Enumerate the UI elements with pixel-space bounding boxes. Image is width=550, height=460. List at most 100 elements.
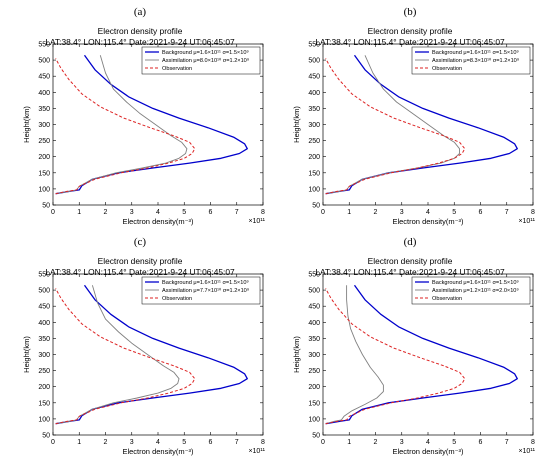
- legend-entry: Observation: [162, 66, 192, 72]
- legend-entry: Background μ=1.6×10¹¹ σ=1.5×10⁹: [162, 49, 249, 56]
- y-axis-label: Height(km): [22, 106, 31, 143]
- y-tick-label: 450: [38, 304, 50, 311]
- x-tick-label: 5: [182, 439, 186, 446]
- series-line-0: [325, 54, 518, 195]
- x-tick-label: 6: [479, 209, 483, 216]
- x-tick-label: 0: [321, 439, 325, 446]
- x-tick-label: 3: [400, 209, 404, 216]
- y-tick-label: 450: [308, 74, 320, 81]
- x-tick-label: 2: [104, 439, 108, 446]
- y-axis-label: Height(km): [292, 336, 301, 373]
- legend-entry: Assimilation μ=8.0×10¹⁰ σ=1.2×10⁹: [162, 57, 250, 64]
- y-tick-label: 50: [312, 203, 320, 210]
- y-tick-label: 100: [38, 186, 50, 193]
- x-tick-label: 5: [452, 209, 456, 216]
- y-tick-label: 500: [38, 58, 50, 65]
- chart-plot-area: 0 1 2 3 4 5 6 7 8 50 100 150 200 250 300 350 400 450 500 55…: [292, 272, 536, 457]
- x-tick-label: 5: [182, 209, 186, 216]
- legend-entry: Observation: [432, 296, 462, 302]
- y-tick-label: 400: [308, 320, 320, 327]
- y-tick-label: 250: [308, 138, 320, 145]
- y-axis-label: Height(km): [22, 336, 31, 373]
- x-tick-label: 0: [51, 439, 55, 446]
- y-tick-label: 400: [38, 320, 50, 327]
- chart-title: Electron density profile: [367, 256, 453, 266]
- x-scale-exponent: ×10¹¹: [248, 448, 265, 455]
- x-tick-label: 3: [130, 439, 134, 446]
- series-line-2: [55, 288, 196, 425]
- x-tick-label: 7: [235, 439, 239, 446]
- chart-panel-a: (a) Electron density profile LAT:38.4° L…: [5, 0, 275, 227]
- x-tick-label: 4: [426, 439, 430, 446]
- x-tick-label: 1: [77, 439, 81, 446]
- y-tick-label: 100: [38, 416, 50, 423]
- y-tick-label: 150: [38, 170, 50, 177]
- legend-entry: Background μ=1.6×10¹¹ σ=1.5×10⁹: [432, 49, 519, 56]
- chart-panel-b: (b) Electron density profile LAT:38.4° L…: [275, 0, 545, 226]
- x-axis-label: Electron density(m⁻³): [122, 217, 194, 226]
- x-tick-label: 4: [156, 439, 160, 446]
- x-tick-label: 4: [156, 209, 160, 216]
- chart-subtitle: LAT:38.4° LON:115.4° Date:2021-9-24 UT:0…: [45, 37, 235, 47]
- panel-label: (a): [133, 6, 147, 18]
- chart-title: Electron density profile: [97, 26, 183, 36]
- y-tick-label: 450: [308, 304, 320, 311]
- y-tick-label: 400: [38, 90, 50, 97]
- legend-entry: Background μ=1.6×10¹¹ σ=1.5×10⁹: [162, 279, 249, 286]
- x-tick-label: 0: [51, 209, 55, 216]
- series-line-2: [325, 58, 466, 195]
- series-line-2: [325, 288, 466, 425]
- y-tick-label: 100: [308, 416, 320, 423]
- legend-entry: Assimilation μ=1.2×10¹¹ σ=2.0×10⁹: [432, 287, 519, 294]
- x-tick-label: 5: [452, 439, 456, 446]
- y-tick-label: 550: [308, 42, 320, 49]
- y-tick-label: 200: [308, 154, 320, 161]
- y-tick-label: 200: [38, 384, 50, 391]
- panel-label: (d): [403, 236, 417, 248]
- x-scale-exponent: ×10¹¹: [248, 218, 265, 225]
- y-tick-label: 500: [308, 58, 320, 65]
- y-tick-label: 350: [308, 106, 320, 113]
- y-tick-label: 550: [38, 272, 50, 279]
- y-tick-label: 300: [308, 352, 320, 359]
- x-tick-label: 6: [479, 439, 483, 446]
- chart-subtitle: LAT:38.4° LON:115.4° Date:2021-9-24 UT:0…: [45, 267, 235, 277]
- y-axis-label: Height(km): [292, 106, 301, 143]
- x-tick-label: 2: [374, 209, 378, 216]
- chart-title: Electron density profile: [367, 26, 453, 36]
- legend-entry: Assimilation μ=7.7×10¹⁰ σ=1.2×10⁹: [162, 287, 250, 294]
- x-tick-label: 3: [130, 209, 134, 216]
- y-tick-label: 300: [308, 122, 320, 129]
- legend-entry: Observation: [162, 296, 192, 302]
- y-tick-label: 500: [308, 288, 320, 295]
- chart-title: Electron density profile: [97, 256, 183, 266]
- series-line-0: [325, 284, 518, 425]
- y-tick-label: 100: [308, 186, 320, 193]
- legend-box: [411, 46, 531, 75]
- legend-entry: Observation: [432, 66, 462, 72]
- y-tick-label: 50: [312, 433, 320, 440]
- y-tick-label: 250: [38, 138, 50, 145]
- y-tick-label: 450: [38, 74, 50, 81]
- x-axis-label: Electron density(m⁻³): [392, 447, 464, 456]
- x-tick-label: 6: [209, 439, 213, 446]
- y-tick-label: 350: [308, 336, 320, 343]
- x-tick-label: 4: [426, 209, 430, 216]
- y-tick-label: 250: [38, 368, 50, 375]
- x-axis-label: Electron density(m⁻³): [122, 447, 194, 456]
- x-scale-exponent: ×10¹¹: [518, 448, 535, 455]
- chart-plot-area: 0 1 2 3 4 5 6 7 8 50 100 150 200 250 300 350 400 450 500 55…: [22, 42, 266, 227]
- x-tick-label: 3: [400, 439, 404, 446]
- x-tick-label: 1: [347, 209, 351, 216]
- chart-panel-d: (d) Electron density profile LAT:38.4° L…: [275, 230, 545, 457]
- series-line-0: [55, 284, 248, 425]
- panel-label: (b): [403, 6, 417, 18]
- x-tick-label: 7: [235, 209, 239, 216]
- panel-label: (c): [133, 236, 147, 248]
- x-tick-label: 8: [531, 209, 535, 216]
- x-tick-label: 1: [77, 209, 81, 216]
- x-tick-label: 2: [374, 439, 378, 446]
- y-tick-label: 350: [38, 106, 50, 113]
- legend-box: [411, 276, 531, 305]
- y-tick-label: 500: [38, 288, 50, 295]
